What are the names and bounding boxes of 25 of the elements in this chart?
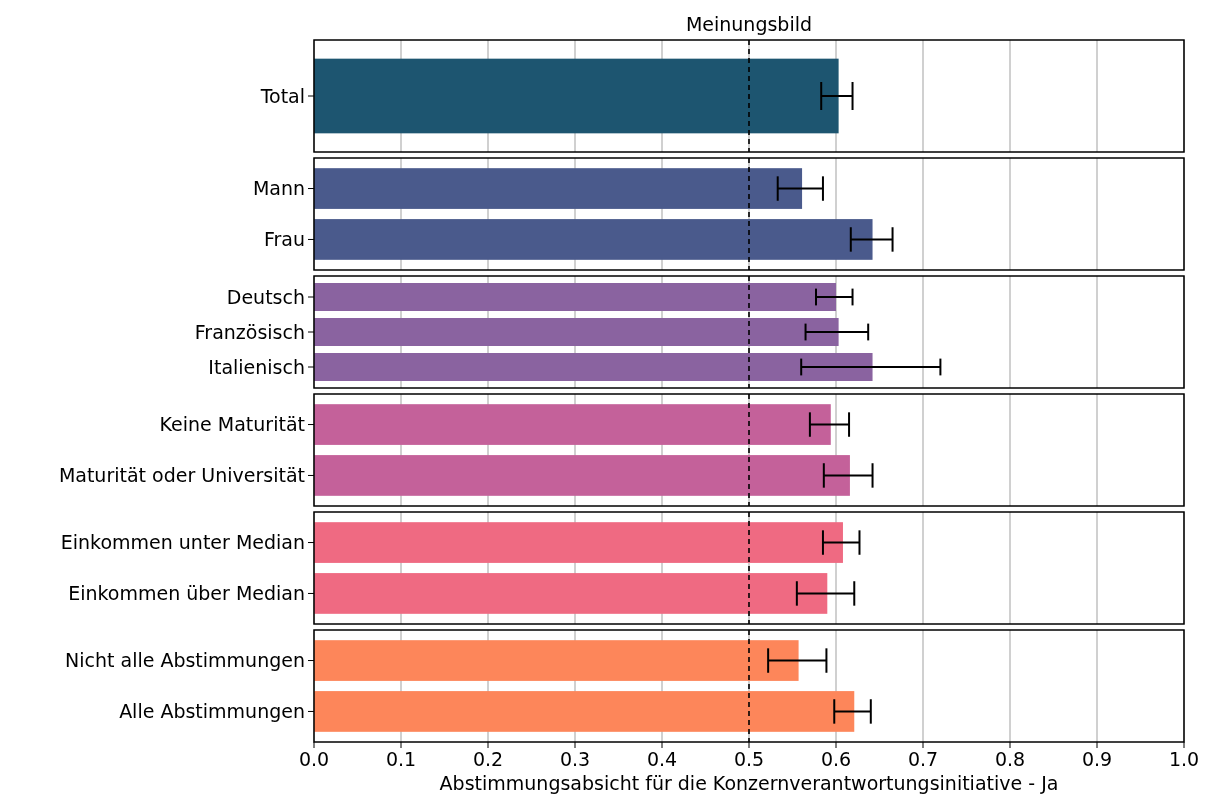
y-tick-label: Italienisch	[208, 355, 305, 378]
y-tick-label: Total	[259, 84, 305, 107]
y-tick-label: Nicht alle Abstimmungen	[65, 649, 305, 672]
y-tick-label: Keine Maturität	[159, 413, 305, 436]
x-axis-title: Abstimmungsabsicht für die Konzernverantwortungsinitiative - Ja	[439, 772, 1059, 794]
x-tick-label: 0.0	[298, 748, 330, 770]
x-tick-label: 0.7	[907, 748, 939, 770]
x-tick-label: 0.8	[994, 748, 1026, 770]
y-tick-label: Französisch	[194, 320, 305, 343]
chart-title: Meinungsbild	[685, 13, 813, 35]
x-tick-label: 0.9	[1081, 748, 1113, 770]
x-tick-label: 0.4	[646, 748, 678, 770]
x-tick-label: 0.6	[820, 748, 852, 770]
x-tick-label: 0.3	[559, 748, 591, 770]
y-tick-label: Alle Abstimmungen	[119, 700, 305, 723]
y-tick-label: Einkommen über Median	[68, 582, 305, 605]
y-tick-label: Maturität oder Universität	[58, 464, 305, 487]
x-tick-label: 0.2	[472, 748, 504, 770]
y-tick-label: Einkommen unter Median	[60, 531, 305, 554]
x-tick-label: 0.1	[385, 748, 417, 770]
y-tick-label: Mann	[252, 177, 305, 200]
y-tick-label: Deutsch	[226, 285, 305, 308]
x-tick-label: 1.0	[1168, 748, 1200, 770]
y-tick-label: Frau	[263, 228, 305, 251]
x-tick-label: 0.5	[733, 748, 765, 770]
